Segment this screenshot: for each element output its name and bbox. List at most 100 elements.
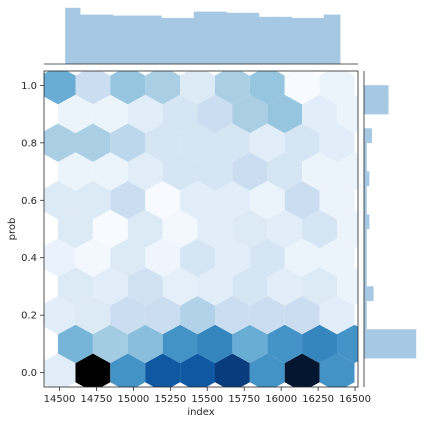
hexbin-cell xyxy=(232,267,268,306)
top-histogram-bar xyxy=(112,15,130,65)
hexbin-cell xyxy=(337,324,358,364)
hexbin-cell xyxy=(162,94,198,134)
x-tick-label: 15250 xyxy=(154,394,186,405)
hexbin-cell xyxy=(232,209,268,249)
x-tick-label: 14750 xyxy=(81,394,113,405)
hexbin-cell xyxy=(75,181,111,220)
x-tick-label: 16000 xyxy=(265,394,297,405)
x-tick-label: 15000 xyxy=(117,394,149,405)
hexbin-cell xyxy=(302,94,337,134)
hexbin-cell xyxy=(337,152,358,191)
hexbin-cell xyxy=(249,181,285,220)
hexbin-cell xyxy=(145,123,181,162)
hexbin-cell xyxy=(162,324,198,364)
y-tick-label: 0.0 xyxy=(21,368,37,379)
y-tick-label: 0.8 xyxy=(21,138,37,149)
hexbin-cell xyxy=(284,296,320,335)
hexbin-cell xyxy=(319,71,355,105)
hexbin-cell xyxy=(249,353,285,387)
hexbin-cell xyxy=(232,152,268,191)
top-histogram-bar xyxy=(258,16,276,65)
top-histogram-bar xyxy=(307,17,325,65)
hexbin-cell xyxy=(337,94,358,134)
hexbin-cell xyxy=(302,324,337,364)
hexbin-cell xyxy=(215,296,250,335)
right-histogram-bar xyxy=(363,214,370,230)
hexbin-cell xyxy=(319,353,355,387)
top-histogram-bar xyxy=(242,12,260,65)
x-axis: 14500 14750 15000 15250 15500 15750 16000 16250… xyxy=(44,387,371,405)
hexbin-cell xyxy=(92,324,128,364)
x-tick-label: 16500 xyxy=(339,394,371,405)
y-tick-label: 0.4 xyxy=(21,253,37,264)
hexbin-cell xyxy=(284,123,320,162)
hexbin-cell xyxy=(249,296,285,335)
hexbin-cell xyxy=(249,123,285,162)
top-histogram-bar xyxy=(291,17,308,65)
top-histogram-bar xyxy=(226,12,243,65)
hexbin-cell xyxy=(145,353,181,387)
x-tick-label: 16250 xyxy=(302,394,334,405)
hexbin-cell xyxy=(127,324,163,364)
hexbin-cell xyxy=(302,267,337,306)
hexbin-cell xyxy=(215,238,250,277)
hexbin-cell xyxy=(197,209,233,249)
hexbin-cell xyxy=(162,209,198,249)
hexbin-cell xyxy=(249,238,285,277)
hexbin-cell xyxy=(127,209,163,249)
hexbin-cell xyxy=(267,324,303,364)
hexbin-cell xyxy=(302,209,337,249)
hexbin-cell xyxy=(267,152,303,191)
top-marginal-histogram xyxy=(44,7,358,65)
hexbin-cell xyxy=(337,267,358,306)
hexbin-cell xyxy=(92,209,128,249)
hexbin-cell xyxy=(215,353,250,387)
top-histogram-bar xyxy=(161,17,178,65)
hexbin-cell xyxy=(75,71,111,105)
hexbin-cell xyxy=(302,152,337,191)
hexbin-cell xyxy=(145,71,181,105)
top-histogram-bar xyxy=(177,17,195,65)
hexbin-cell xyxy=(110,123,146,162)
y-tick-label: 0.2 xyxy=(21,311,37,322)
hexbin-cell xyxy=(267,267,303,306)
hexbin-cell xyxy=(284,71,320,105)
hexbin-cell xyxy=(180,238,215,277)
hexbin-cell xyxy=(44,181,76,220)
hexbin-cell xyxy=(197,94,233,134)
right-histogram-bar xyxy=(363,343,417,359)
x-tick-label: 14500 xyxy=(44,394,76,405)
right-histogram-bar xyxy=(363,85,389,101)
hexbin-cell xyxy=(58,324,93,364)
hexbin-cell xyxy=(44,71,76,105)
hexbin-cell xyxy=(127,152,163,191)
hexbin-cell xyxy=(319,296,355,335)
hexbin-cell xyxy=(180,181,215,220)
hexbin-cell xyxy=(162,152,198,191)
hexbin-cell xyxy=(267,209,303,249)
hexbin-cell xyxy=(75,353,111,387)
hexbin-cell xyxy=(127,267,163,306)
hexbin-cell xyxy=(319,123,355,162)
hexbin-cell xyxy=(58,267,93,306)
hexbin-cell xyxy=(110,296,146,335)
hexbin-cell xyxy=(284,181,320,220)
hexbin-cell xyxy=(44,238,76,277)
x-tick-label: 15750 xyxy=(228,394,260,405)
hexbin-cell xyxy=(215,181,250,220)
right-histogram-bar xyxy=(363,171,370,187)
top-histogram-bar xyxy=(209,11,227,65)
right-histogram-bar xyxy=(363,99,389,115)
top-histogram-bar xyxy=(144,15,162,65)
top-histogram-bar xyxy=(275,16,292,65)
hexbin-cell xyxy=(110,181,146,220)
hexbin-plot xyxy=(44,71,358,387)
hexbin-cell xyxy=(92,94,128,134)
hexbin-cell xyxy=(180,296,215,335)
hexbin-cell xyxy=(58,209,93,249)
hexbin-cell xyxy=(337,209,358,249)
main-plot-frame xyxy=(43,70,359,388)
hexbin-cell xyxy=(319,238,355,277)
hexbin-cell xyxy=(44,353,76,387)
